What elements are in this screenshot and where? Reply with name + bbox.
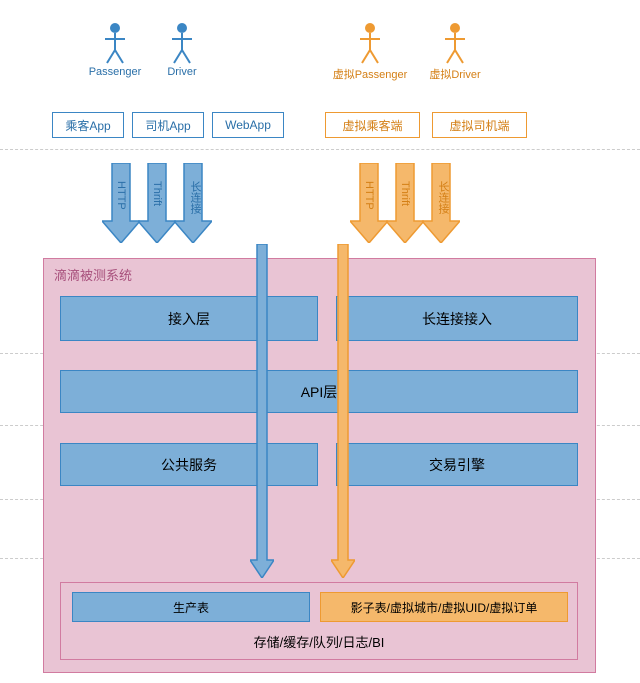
- proto-arrow-1-0: HTTP: [350, 163, 388, 248]
- figure-driver: Driver: [142, 22, 222, 78]
- proto-arrow-0-1-label: Thrift: [151, 181, 163, 206]
- app-webapp: WebApp: [212, 112, 284, 138]
- figure-driver-icon: [172, 22, 192, 64]
- layer-longconn: 长连接接入: [336, 296, 578, 341]
- figure-vpassenger-icon: [360, 22, 380, 64]
- figure-vpassenger: 虚拟Passenger: [330, 22, 410, 82]
- blue-thin-arrow: [250, 244, 274, 583]
- proto-arrow-0-1: Thrift: [138, 163, 176, 248]
- layer-api: API层: [60, 370, 578, 413]
- proto-arrow-1-1: Thrift: [386, 163, 424, 248]
- app-vdapp: 虚拟司机端: [432, 112, 527, 138]
- proto-arrow-1-1-label: Thrift: [399, 181, 411, 206]
- proto-arrow-0-2: 长连接: [174, 163, 212, 248]
- storage-prod: 生产表: [72, 592, 310, 622]
- system-title: 滴滴被测系统: [54, 265, 132, 284]
- figure-vdriver-label: 虚拟Driver: [415, 66, 495, 82]
- figure-vpassenger-label: 虚拟Passenger: [330, 66, 410, 82]
- figure-driver-label: Driver: [142, 66, 222, 78]
- layer-trade: 交易引擎: [336, 443, 578, 486]
- proto-arrow-1-2: 长连接: [422, 163, 460, 248]
- storage-label: 存储/缓存/队列/日志/BI: [60, 632, 578, 651]
- proto-arrow-0-0-label: HTTP: [115, 181, 127, 210]
- proto-arrow-1-2-label: 长连接: [435, 181, 451, 214]
- figure-vdriver-icon: [445, 22, 465, 64]
- storage-shadow: 影子表/虚拟城市/虚拟UID/虚拟订单: [320, 592, 568, 622]
- proto-arrow-0-0: HTTP: [102, 163, 140, 248]
- proto-arrow-0-2-label: 长连接: [187, 181, 203, 214]
- layer-access: 接入层: [60, 296, 318, 341]
- proto-arrow-1-0-label: HTTP: [363, 181, 375, 210]
- orange-thin-arrow: [331, 244, 355, 583]
- layer-public: 公共服务: [60, 443, 318, 486]
- figure-vdriver: 虚拟Driver: [415, 22, 495, 82]
- dash-1: [0, 149, 640, 150]
- blue-thin-arrow-icon: [250, 244, 274, 578]
- app-dapp: 司机App: [132, 112, 204, 138]
- orange-thin-arrow-icon: [331, 244, 355, 578]
- app-vpapp: 虚拟乘客端: [325, 112, 420, 138]
- app-papp: 乘客App: [52, 112, 124, 138]
- figure-passenger-icon: [105, 22, 125, 64]
